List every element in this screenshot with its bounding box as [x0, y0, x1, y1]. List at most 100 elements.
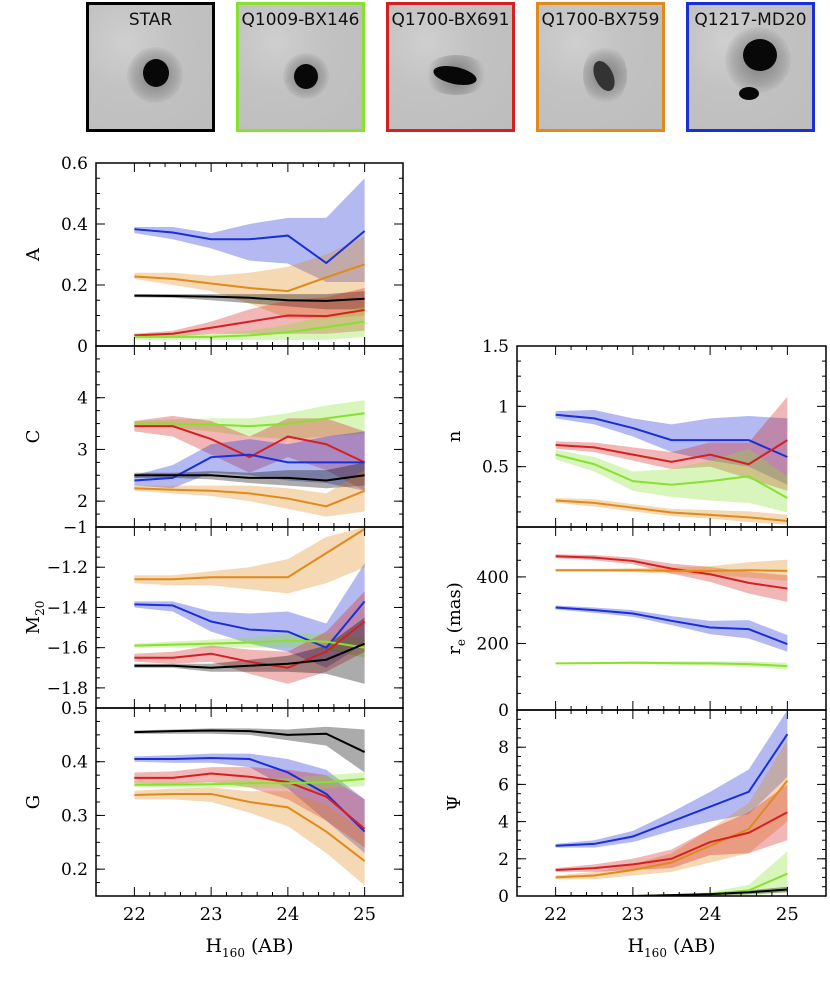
line-q1700-bx759	[555, 499, 788, 522]
line-q1700-bx691	[134, 309, 365, 337]
thumbnail-q1217-md20: Q1217-MD20	[686, 2, 815, 132]
x-tick-label: 25	[776, 904, 799, 925]
y-tick-label: 0.5	[61, 699, 88, 719]
thumbnail-label: STAR	[128, 10, 173, 30]
y-tick-label: 3	[77, 440, 88, 460]
y-tick-label: 200	[477, 634, 509, 654]
galaxy-image-primary	[743, 39, 777, 71]
panel-plot-area	[134, 178, 366, 340]
band-q1700-bx759	[134, 236, 365, 319]
panel-plot-area	[134, 400, 366, 517]
star-image	[143, 59, 169, 87]
line-q1217-md20	[555, 733, 789, 847]
y-tick-label: 0.3	[61, 806, 88, 826]
x-tick-label: 24	[276, 904, 299, 925]
line-q1700-bx759	[134, 487, 365, 508]
band-q1217-md20	[134, 753, 365, 854]
band-q1217-md20	[134, 178, 365, 282]
thumbnail-q1700-bx691: Q1700-BX691	[386, 2, 515, 132]
band-q1700-bx691	[134, 415, 365, 491]
y-tick-label: 0.4	[61, 753, 88, 773]
x-tick-label: 23	[621, 904, 644, 925]
x-axis-label-unit: (AB)	[667, 935, 716, 957]
line-star	[555, 888, 788, 896]
line-q1217-md20	[134, 228, 366, 265]
band-q1700-bx691	[555, 554, 788, 602]
line-q1009-bx146	[134, 777, 365, 786]
thumbnail-label: Q1217-MD20	[694, 10, 807, 30]
thumbnail-label: Q1700-BX691	[391, 10, 510, 30]
panel-m20: −1.8 −1.6 −1.4 −1.2 −1 M20	[23, 518, 404, 709]
x-tick-label: 22	[123, 904, 146, 925]
y-axis-label-unit: (mas)	[444, 582, 465, 639]
galaxy-image	[294, 64, 318, 89]
thumbnail-strip: STAR Q1009-BX146 Q1700-BX691 Q1700-BX759…	[0, 0, 830, 140]
band-q1700-bx759	[134, 787, 365, 886]
panel-n: 0.5 1 1.5 n	[444, 337, 827, 528]
x-axis-label-unit: (AB)	[245, 935, 294, 957]
line-q1009-bx146	[134, 412, 365, 428]
y-tick-label: 6	[498, 775, 509, 795]
panel-plot-area	[555, 396, 788, 525]
line-star	[134, 474, 365, 482]
y-tick-label: 1	[498, 397, 509, 417]
line-q1700-bx759	[134, 792, 366, 862]
panel-c: 2 3 4 C	[23, 345, 404, 528]
line-q1700-bx759	[134, 263, 365, 293]
y-tick-label: 1.5	[482, 337, 509, 357]
thumbnail-q1700-bx759: Q1700-BX759	[536, 2, 665, 132]
line-q1217-md20	[134, 600, 366, 649]
panel-a: 0 0.2 0.4 0.6 A	[23, 154, 404, 357]
line-star	[134, 729, 366, 753]
y-tick-label: 0.2	[61, 276, 88, 296]
band-q1009-bx146	[134, 400, 365, 440]
line-q1700-bx691	[555, 439, 788, 466]
thumbnail-label: Q1009-BX146	[241, 10, 360, 30]
y-tick-label: 2	[498, 850, 509, 870]
band-q1700-bx691	[134, 767, 365, 848]
band-q1217-md20	[555, 409, 788, 485]
y-tick-label: −1.6	[47, 639, 88, 659]
y-tick-label: −1.2	[47, 558, 88, 578]
line-q1700-bx691	[134, 620, 366, 669]
panel-plot-area	[134, 726, 366, 886]
y-axis-label-subscript: e	[454, 639, 468, 646]
y-axis-label: Ψ	[444, 795, 465, 811]
thumbnail-q1009-bx146: Q1009-BX146	[236, 2, 365, 132]
band-q1217-md20	[555, 710, 788, 848]
band-q1700-bx691	[555, 396, 788, 491]
y-axis-label: M20	[23, 601, 47, 635]
band-q1700-bx691	[555, 784, 788, 872]
y-axis-label: n	[444, 430, 465, 442]
morphology-chart: 00.20.40.6A234C−1.8−1.6−1.4−1.2−1M200.20…	[23, 154, 827, 960]
x-axis-label: H160 (AB)	[627, 935, 715, 960]
line-q1217-md20	[134, 756, 366, 833]
y-tick-label: 4	[498, 813, 509, 833]
line-q1700-bx759	[134, 528, 366, 581]
line-star	[134, 294, 365, 302]
x-tick-label: 25	[353, 904, 376, 925]
thumbnail-label: Q1700-BX759	[541, 10, 660, 30]
line-star	[134, 642, 366, 669]
y-tick-label: −1.8	[47, 679, 88, 699]
y-tick-label: 0.5	[482, 458, 509, 478]
line-q1700-bx691	[134, 425, 366, 464]
y-tick-label: 0.4	[61, 215, 88, 235]
band-star	[134, 462, 365, 489]
line-q1700-bx691	[134, 772, 366, 830]
x-axis-label-subscript: 160	[222, 946, 245, 960]
x-axis-label: H160 (AB)	[205, 935, 293, 960]
line-q1217-md20	[134, 453, 365, 482]
y-axis-label: G	[23, 795, 44, 809]
y-axis-label-subscript: 20	[33, 601, 47, 616]
x-tick-label: 24	[699, 904, 722, 925]
line-q1217-md20	[555, 606, 788, 646]
band-q1009-bx146	[134, 306, 365, 340]
galaxy-image-secondary	[739, 87, 759, 100]
y-tick-label: 4	[77, 389, 88, 409]
y-tick-label: 0	[498, 887, 509, 907]
band-q1700-bx759	[134, 527, 365, 594]
line-q1009-bx146	[134, 639, 365, 649]
y-tick-label: −1	[63, 518, 88, 538]
band-q1217-md20	[555, 605, 788, 652]
